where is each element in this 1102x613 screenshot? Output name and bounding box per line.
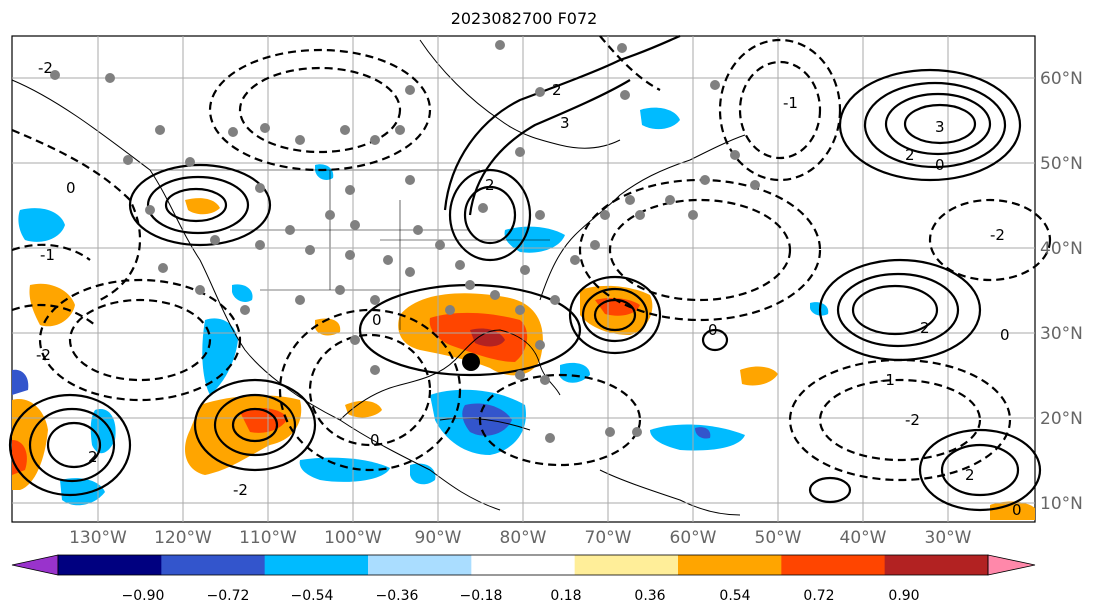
colorbar-arrow-low <box>11 554 59 576</box>
lon-label: 100°W <box>324 528 382 548</box>
colorbar-segment <box>264 555 369 575</box>
contour-labels: -2 -1 0 2 3 -2 0 2 3 0 2 -2 -1 0 2 -2 0 … <box>36 59 1022 519</box>
contour-label: -2 <box>233 481 248 499</box>
colorbar-tick-label: −0.36 <box>376 588 419 604</box>
contour-label: 3 <box>560 114 570 132</box>
state-borders <box>150 169 550 330</box>
positive-contours <box>8 34 1042 512</box>
lat-label: 50°N <box>1040 154 1083 174</box>
contour-label: -2 <box>990 226 1005 244</box>
colorbar-tick-label: 0.18 <box>550 588 581 604</box>
lon-label: 110°W <box>239 528 297 548</box>
contour-label: -1 <box>40 246 55 264</box>
contour-label: 0 <box>935 156 945 174</box>
colorbar-arrow-high <box>987 554 1036 576</box>
contour-label: 2 <box>88 448 98 466</box>
lon-label: 50°W <box>755 528 802 548</box>
colorbar-tick-label: −0.54 <box>291 588 334 604</box>
contour-label: 0 <box>372 311 382 329</box>
contour-label: 3 <box>935 118 945 136</box>
latitude-axis: 60°N 50°N 40°N 30°N 20°N 10°N <box>1040 69 1083 514</box>
station-markers <box>50 40 760 443</box>
lon-label: 70°W <box>585 528 632 548</box>
colorbar-tick-label: −0.18 <box>460 588 503 604</box>
colorbar-tick-label: 0.36 <box>634 588 665 604</box>
contour-label: 2 <box>965 466 975 484</box>
contour-label: -1 <box>783 94 798 112</box>
contour-label: 2 <box>920 319 930 337</box>
contour-label: 0 <box>1012 501 1022 519</box>
lon-label: 30°W <box>925 528 972 548</box>
colorbar-segment <box>471 555 576 575</box>
colorbar-border <box>57 554 989 576</box>
lat-label: 10°N <box>1040 494 1083 514</box>
colorbar-labels: −0.90 −0.72 −0.54 −0.36 −0.18 0.18 0.36 … <box>122 588 920 604</box>
lat-label: 20°N <box>1040 409 1083 429</box>
colorbar-segment <box>678 555 782 575</box>
colorbar-tick-label: 0.54 <box>719 588 750 604</box>
colorbar-tick-label: −0.72 <box>207 588 250 604</box>
colorbar-segment <box>884 555 989 575</box>
colorbar-segment <box>161 555 266 575</box>
colorbar-tick-label: −0.90 <box>122 588 165 604</box>
lat-label: 60°N <box>1040 69 1083 89</box>
contour-label: -2 <box>38 59 53 77</box>
contour-label: 0 <box>1000 326 1010 344</box>
contour-label: -1 <box>880 371 895 389</box>
contour-label: 0 <box>66 179 76 197</box>
colorbar-tick-label: 0.72 <box>803 588 834 604</box>
lon-label: 60°W <box>670 528 717 548</box>
colorbar-segment <box>781 555 886 575</box>
contour-label: 2 <box>552 81 562 99</box>
contour-label: -2 <box>36 346 51 364</box>
contour-label: 2 <box>485 176 495 194</box>
lon-label: 80°W <box>500 528 547 548</box>
colorbar-segment <box>368 555 472 575</box>
lat-label: 30°N <box>1040 324 1083 344</box>
colorbar-tick-label: 0.90 <box>888 588 919 604</box>
contour-label: -2 <box>905 411 920 429</box>
colorbar-segment <box>58 555 162 575</box>
longitude-axis: 130°W 120°W 110°W 100°W 90°W 80°W 70°W 6… <box>69 528 972 548</box>
lon-label: 40°W <box>840 528 887 548</box>
lat-label: 40°N <box>1040 239 1083 259</box>
colorbar <box>11 554 1036 576</box>
storm-center-marker <box>462 353 480 371</box>
lon-label: 130°W <box>69 528 127 548</box>
lon-label: 120°W <box>154 528 212 548</box>
lon-label: 90°W <box>415 528 462 548</box>
coastlines <box>11 39 746 516</box>
colorbar-segment <box>574 555 679 575</box>
map-title: 2023082700 F072 <box>450 9 598 28</box>
contour-label: 0 <box>370 431 380 449</box>
contour-label: 0 <box>708 321 718 339</box>
contour-label: 2 <box>905 146 915 164</box>
